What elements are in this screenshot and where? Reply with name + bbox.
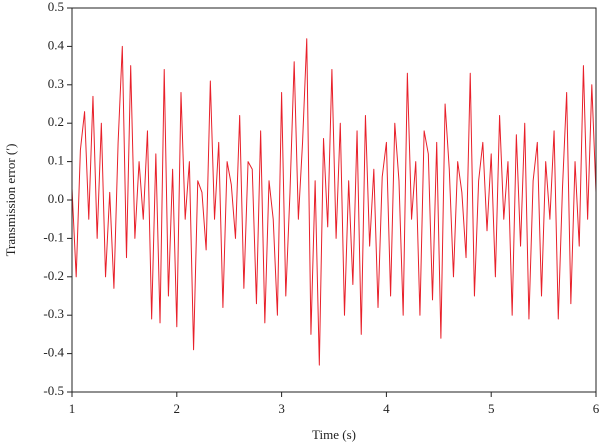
y-tick-label: 0.3 (48, 76, 64, 91)
y-tick-label: -0.5 (43, 383, 64, 398)
x-tick-label: 6 (593, 401, 600, 416)
y-tick-label: -0.3 (43, 306, 64, 321)
y-tick-label: 0.4 (48, 37, 65, 52)
y-tick-label: 0.1 (48, 153, 64, 168)
y-tick-label: -0.4 (43, 345, 64, 360)
x-axis-label: Time (s) (312, 427, 356, 442)
y-tick-label: -0.1 (43, 229, 64, 244)
x-tick-label: 4 (383, 401, 390, 416)
y-tick-label: 0.0 (48, 191, 64, 206)
y-tick-label: -0.2 (43, 268, 64, 283)
plot-frame (71, 7, 597, 393)
data-line (71, 38, 597, 366)
x-tick-label: 5 (488, 401, 495, 416)
y-tick-label: 0.5 (48, 0, 64, 14)
x-tick-label: 3 (278, 401, 285, 416)
y-axis-label: Transmission error (′) (3, 144, 18, 257)
x-tick-label: 2 (174, 401, 181, 416)
y-tick-label: 0.2 (48, 114, 64, 129)
x-tick-label: 1 (69, 401, 76, 416)
